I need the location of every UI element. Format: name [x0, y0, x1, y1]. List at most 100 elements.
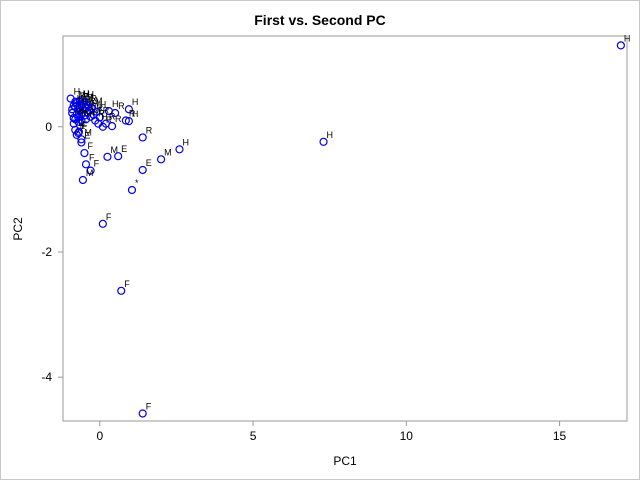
data-point-label: F [146, 401, 152, 411]
y-tick-label: 0 [45, 120, 52, 134]
data-point-label: E [84, 130, 90, 140]
data-point-label: H [92, 98, 99, 108]
y-tick-label: -2 [41, 245, 52, 259]
data-point-label: R [77, 106, 84, 116]
x-tick-label: 10 [400, 429, 414, 443]
x-axis-label: PC1 [333, 454, 357, 468]
data-point [81, 115, 91, 124]
data-point-label: H [112, 99, 119, 109]
data-point-label: R [89, 96, 96, 106]
data-point [101, 119, 111, 128]
data-point-label: R [83, 99, 90, 109]
data-point-label: R [129, 109, 136, 119]
x-tick-label: 0 [96, 429, 103, 443]
data-point-label: F [94, 159, 100, 169]
data-point-label: R [97, 103, 104, 113]
data-point [69, 119, 78, 128]
data-point-label: F [80, 123, 86, 133]
data-point [94, 119, 103, 128]
data-point-label: R [115, 114, 122, 124]
data-point [86, 166, 95, 175]
data-point [75, 100, 84, 109]
data-point [80, 148, 89, 158]
data-point [138, 409, 147, 418]
data-point-label: H [81, 96, 88, 106]
data-point-label: M [86, 92, 94, 102]
data-point-label: R [98, 109, 105, 119]
data-point [616, 41, 625, 50]
data-point-label: F [89, 152, 95, 162]
data-point-label: H [87, 90, 94, 100]
data-point [71, 102, 80, 111]
data-point-label: R [118, 101, 125, 111]
data-point [68, 108, 77, 118]
data-point [88, 103, 97, 113]
data-point-label: R [84, 94, 91, 104]
data-point-label: M [164, 147, 172, 157]
data-point-label: H [132, 109, 139, 119]
data-point [77, 135, 86, 144]
data-point-label: R [109, 112, 116, 122]
data-point-label: H [624, 33, 631, 43]
data-point-label: F [81, 110, 87, 120]
data-point [138, 133, 147, 142]
data-point-label: M [84, 109, 92, 119]
data-point-label: E [80, 102, 86, 112]
data-point-label: E [146, 158, 152, 168]
data-point-label: F [82, 120, 88, 130]
data-point [114, 152, 123, 161]
data-point-label: R [91, 93, 98, 103]
data-point-label: M [84, 127, 92, 137]
data-point-label: M [86, 168, 94, 178]
data-point [121, 116, 130, 125]
data-point-label: F [80, 91, 86, 101]
data-point [98, 219, 107, 228]
data-point-label: M [78, 90, 86, 100]
data-point [104, 107, 114, 116]
data-point [175, 145, 184, 154]
data-point-label: M [94, 105, 102, 115]
x-tick-label: 5 [250, 429, 257, 443]
data-point-label: F [106, 212, 112, 222]
data-point-label: R [91, 101, 98, 111]
data-point [78, 175, 88, 185]
data-point-label: H [74, 87, 81, 97]
data-point-label: R [103, 105, 110, 115]
x-axis: 0 5 10 15 [96, 421, 567, 443]
data-point-label: R [89, 107, 96, 117]
data-points: HHHMRE*HHEMRRRRHRFFFMFFFMFEFEFMRHRMRHREH… [66, 33, 631, 418]
data-point-label: R [106, 115, 113, 125]
plot-area [62, 35, 628, 422]
data-point [103, 152, 112, 161]
data-point [83, 101, 92, 110]
data-point-label: H [87, 104, 94, 114]
data-point-label: R [146, 125, 153, 135]
data-point [81, 160, 91, 169]
data-point-label: H [182, 137, 189, 147]
chart-title: First vs. Second PC [254, 12, 385, 28]
data-point [117, 286, 126, 295]
data-point-label: H [101, 112, 108, 122]
data-point-label: H [100, 100, 107, 110]
data-point-label: H [77, 93, 84, 103]
data-point-label: M [95, 96, 103, 106]
data-point-label: F [81, 121, 87, 131]
data-point-label: E [83, 92, 89, 102]
data-point [124, 117, 134, 126]
data-point [77, 116, 86, 125]
data-point [124, 105, 134, 114]
data-point-label: F [87, 141, 93, 151]
data-point-label: F [124, 279, 130, 289]
data-point [77, 138, 86, 147]
data-point-label: M [110, 145, 118, 155]
y-tick-label: -4 [41, 370, 52, 384]
data-point-label: H [132, 97, 139, 107]
data-point [138, 165, 147, 175]
data-point [127, 185, 137, 195]
data-point [74, 127, 84, 136]
data-point [71, 97, 80, 106]
data-point-label: H [327, 130, 334, 140]
data-point-label: H [83, 88, 90, 98]
